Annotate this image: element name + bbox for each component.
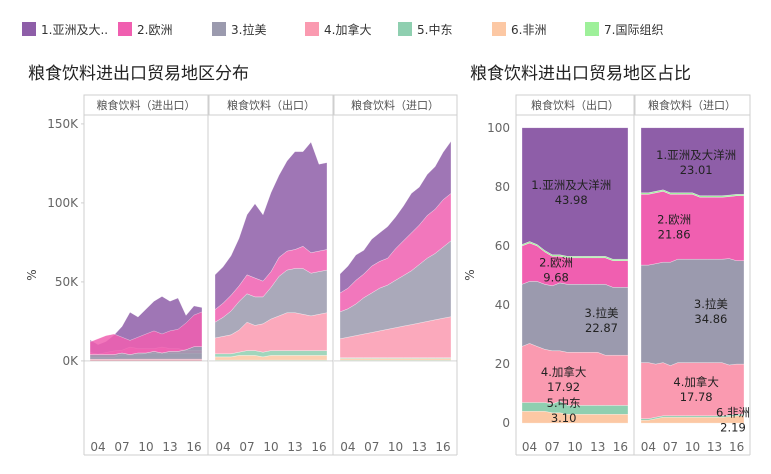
legend-item-6[interactable]: 6.非洲	[492, 22, 546, 37]
legend-label: 4.加拿大	[324, 22, 371, 37]
area-series-6[interactable]	[339, 358, 452, 361]
legend-swatch	[118, 22, 132, 36]
left-chart-title: 粮食饮料进出口贸易地区分布	[28, 64, 249, 84]
x-tick-label: 13	[707, 440, 722, 454]
x-tick-label: 10	[388, 440, 403, 454]
right-chart-title: 粮食饮料进出口贸易地区占比	[470, 64, 691, 84]
segment-label-value: 3.10	[551, 411, 577, 425]
left-panel-3-areas	[339, 140, 452, 362]
legend-label: 5.中东	[417, 22, 452, 37]
legend-item-4[interactable]: 4.加拿大	[305, 22, 371, 37]
segment-label-name: 5.中东	[547, 396, 581, 410]
x-tick-label: 10	[263, 440, 278, 454]
segment-label-name: 3.拉美	[585, 306, 619, 320]
segment-label-name: 6.非洲	[716, 405, 750, 419]
right-panel-1-areas	[521, 127, 629, 424]
segment-label-name: 4.加拿大	[541, 365, 587, 379]
legend-swatch	[305, 22, 319, 36]
segment-label-value: 23.01	[680, 163, 713, 177]
area-series-1[interactable]	[521, 127, 629, 260]
legend-label: 6.非洲	[511, 23, 546, 37]
y-tick-label: 50K	[55, 275, 79, 289]
x-tick-label: 04	[90, 440, 105, 454]
x-tick-label: 04	[340, 440, 355, 454]
legend-swatch	[212, 22, 226, 36]
legend-item-5[interactable]: 5.中东	[398, 22, 452, 37]
legend-item-2[interactable]: 2.欧洲	[118, 22, 172, 37]
segment-label-name: 2.欧洲	[657, 213, 691, 227]
segment-label-name: 2.欧洲	[539, 256, 573, 270]
segment-label-value: 34.86	[694, 312, 727, 326]
area-series-1[interactable]	[214, 141, 328, 310]
legend-swatch	[398, 22, 412, 36]
x-tick-label: 07	[239, 440, 254, 454]
segment-label-value: 9.68	[543, 271, 569, 285]
y-tick-label: 0	[502, 416, 510, 430]
x-tick-label: 07	[364, 440, 379, 454]
segment-label-name: 4.加拿大	[673, 375, 719, 389]
y-tick-label: 150K	[47, 117, 79, 131]
x-tick-label: 07	[545, 440, 560, 454]
y-tick-label: 20	[495, 357, 510, 371]
segment-label-value: 22.87	[585, 321, 618, 335]
segment-label-name: 1.亚洲及大洋洲	[656, 148, 736, 162]
left-panel-3-header: 粮食饮料（进口）	[351, 98, 439, 112]
x-tick-label: 10	[685, 440, 700, 454]
legend-label: 3.拉美	[231, 22, 266, 37]
x-tick-label: 04	[522, 440, 537, 454]
x-tick-label: 16	[311, 440, 326, 454]
left-panel-2-header: 粮食饮料（出口）	[227, 98, 315, 112]
x-tick-label: 13	[412, 440, 427, 454]
area-series-2[interactable]	[89, 311, 203, 355]
right-panel-2-header: 粮食饮料（进口）	[648, 98, 736, 112]
area-series-3[interactable]	[640, 258, 745, 366]
segment-label-name: 1.亚洲及大洋洲	[531, 178, 611, 192]
left-panel-2-areas	[214, 141, 328, 362]
right-y-axis-title: %	[463, 269, 477, 280]
y-tick-label: 0K	[62, 354, 79, 368]
legend-item-3[interactable]: 3.拉美	[212, 22, 266, 37]
legend-item-1[interactable]: 1.亚洲及大..	[22, 22, 108, 37]
left-y-axis-title: %	[25, 269, 39, 280]
segment-label-value: 2.19	[720, 420, 746, 434]
segment-label-value: 43.98	[555, 193, 588, 207]
y-tick-label: 100K	[47, 196, 79, 210]
x-tick-label: 07	[114, 440, 129, 454]
x-tick-label: 04	[641, 440, 656, 454]
segment-label-value: 21.86	[658, 228, 691, 242]
x-tick-label: 10	[567, 440, 582, 454]
legend-label: 1.亚洲及大..	[41, 23, 108, 37]
segment-label-name: 3.拉美	[694, 297, 728, 311]
segment-label-value: 17.92	[547, 380, 580, 394]
area-series-1[interactable]	[339, 140, 452, 294]
y-tick-label: 80	[495, 180, 510, 194]
x-tick-label: 07	[663, 440, 678, 454]
y-tick-label: 100	[487, 121, 510, 135]
legend-item-7[interactable]: 7.国际组织	[585, 22, 663, 37]
x-tick-label: 04	[215, 440, 230, 454]
x-tick-label: 13	[162, 440, 177, 454]
segment-label-value: 17.78	[680, 390, 713, 404]
x-tick-label: 16	[613, 440, 628, 454]
legend-swatch	[22, 22, 36, 36]
x-tick-label: 16	[435, 440, 450, 454]
right-panel-1-header: 粮食饮料（出口）	[531, 98, 619, 112]
area-series-2[interactable]	[640, 191, 745, 266]
x-tick-label: 16	[186, 440, 201, 454]
legend-swatch	[492, 22, 506, 36]
left-panel-1-header: 粮食饮料（进出口）	[97, 98, 196, 112]
y-tick-label: 60	[495, 239, 510, 253]
x-tick-label: 13	[287, 440, 302, 454]
legend-label: 2.欧洲	[137, 23, 172, 37]
x-tick-label: 10	[138, 440, 153, 454]
x-tick-label: 16	[729, 440, 744, 454]
legend-label: 7.国际组织	[604, 23, 663, 37]
legend-swatch	[585, 22, 599, 36]
right-panel-2-areas	[640, 127, 745, 424]
area-series-1[interactable]	[640, 127, 745, 196]
y-tick-label: 40	[495, 298, 510, 312]
x-tick-label: 13	[590, 440, 605, 454]
